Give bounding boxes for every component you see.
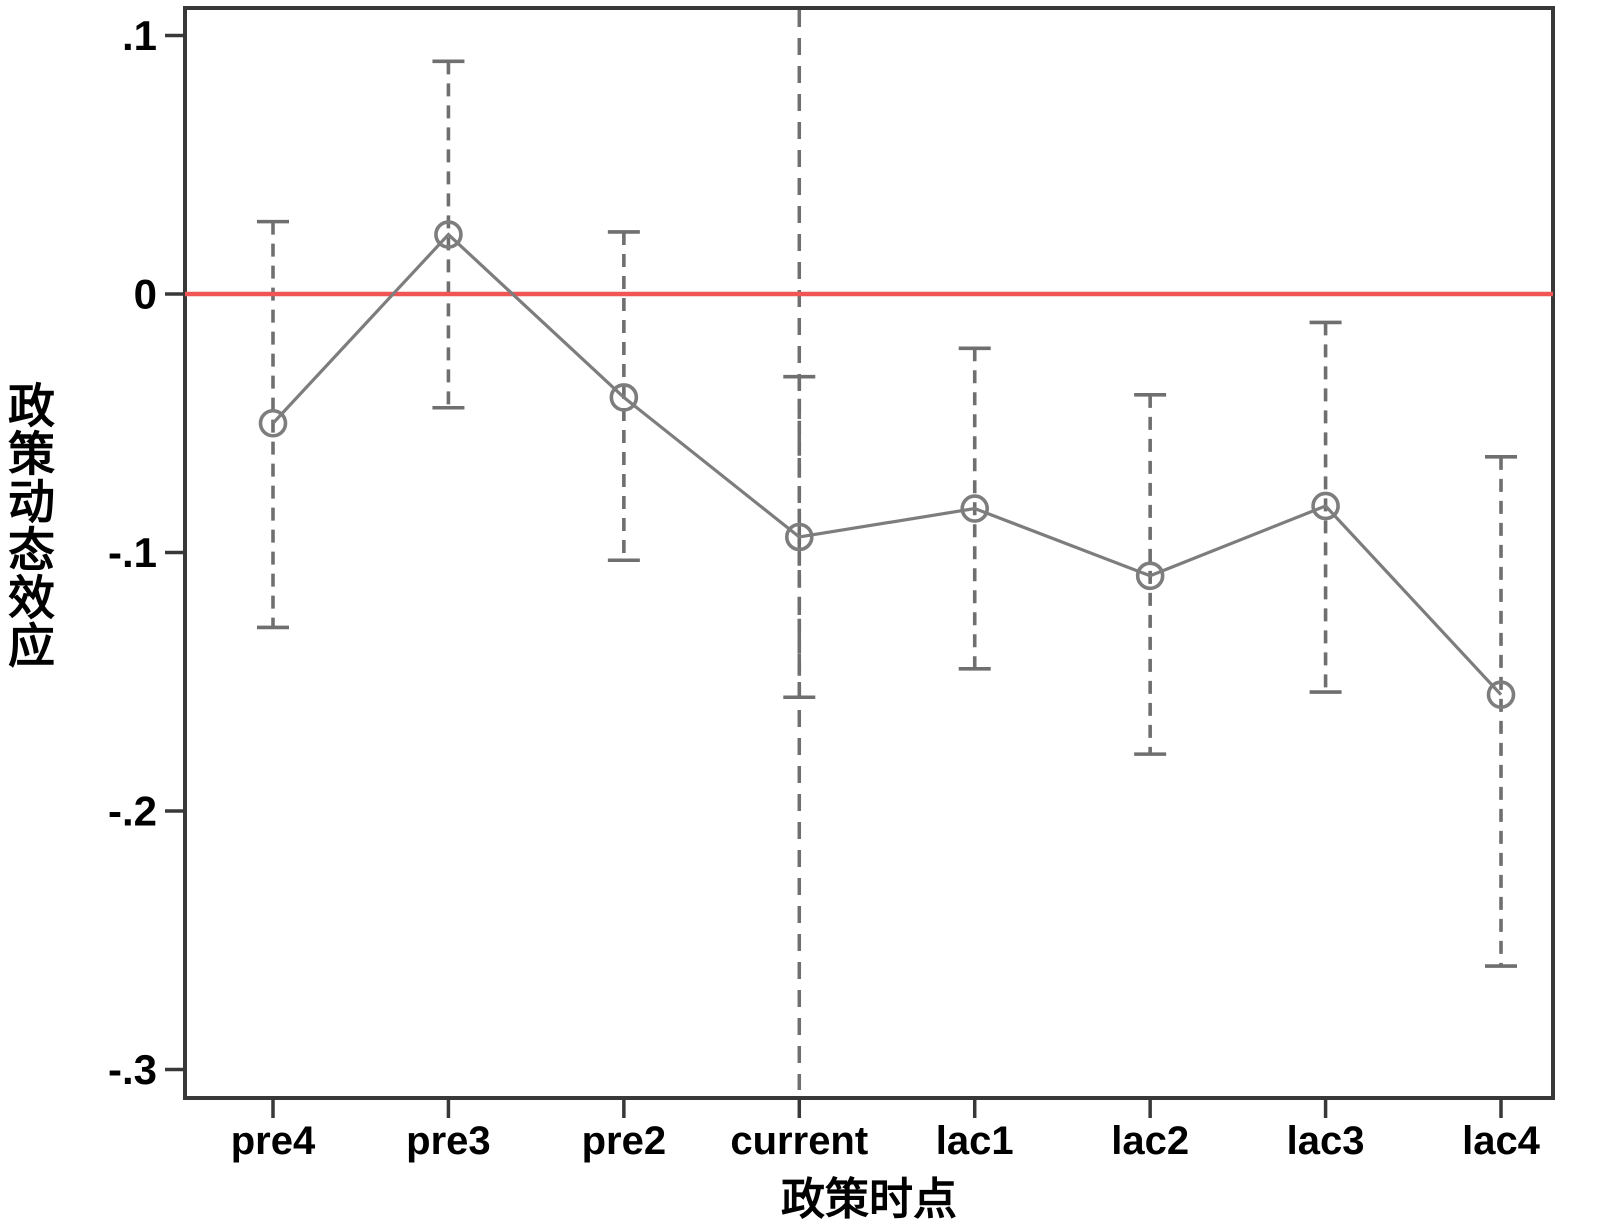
x-tick-label-pre4: pre4 [231,1119,316,1163]
plot-frame [183,6,1555,1100]
series-line [271,232,1503,696]
x-tick-label-lac2: lac2 [1111,1119,1189,1163]
y-tick-label-.1: .1 [122,12,157,59]
data-point-pre4 [258,408,288,438]
y-tick-label-0: 0 [134,271,157,318]
y-tick-label--.1: -.1 [108,529,157,576]
data-point-pre3 [434,220,463,249]
x-tick-label-lac1: lac1 [936,1119,1014,1163]
x-tick-label-pre3: pre3 [406,1119,491,1163]
y-tick-label--.3: -.3 [108,1046,157,1093]
y-tick-label--.2: -.2 [108,788,157,835]
data-point-current [784,522,814,552]
x-tick-label-lac3: lac3 [1287,1119,1365,1163]
data-point-lac1 [960,494,990,523]
y-axis-title: 政策动态效应 [1,381,54,669]
data-point-pre2 [609,383,639,412]
data-point-lac3 [1311,491,1340,521]
data-point-lac4 [1486,680,1516,709]
x-tick-label-pre2: pre2 [582,1119,667,1163]
x-tick-label-current: current [730,1119,868,1163]
x-axis-title: 政策时点 [781,1175,957,1224]
data-point-lac2 [1135,561,1165,591]
x-tick-label-lac4: lac4 [1462,1119,1541,1163]
